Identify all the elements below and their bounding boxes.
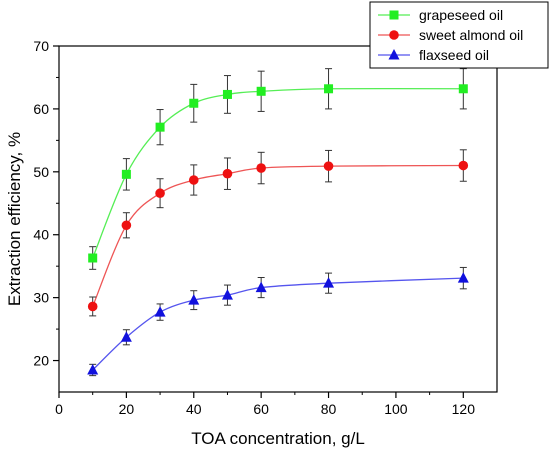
data-point-circle (256, 163, 266, 173)
x-tick-label: 40 (186, 401, 202, 417)
x-tick-label: 100 (384, 401, 408, 417)
x-tick-label: 0 (55, 401, 63, 417)
data-point-square (189, 98, 199, 108)
axes: 0 20 40 60 80 100 120 20 30 40 50 60 70 (33, 38, 475, 417)
data-point-circle (188, 175, 199, 185)
x-tick-label: 120 (452, 401, 476, 417)
y-tick-label: 20 (33, 353, 49, 369)
fit-curves (92, 87, 464, 371)
data-point-square (222, 89, 232, 99)
y-tick-label: 30 (33, 290, 49, 306)
x-tick-label: 60 (253, 401, 269, 417)
x-tick-label: 80 (321, 401, 337, 417)
data-point-circle (87, 301, 98, 312)
legend-label: grapeseed oil (419, 7, 503, 23)
plot-frame (58, 45, 498, 393)
data-point-triangle (120, 331, 132, 342)
plot-border (58, 45, 498, 393)
data-markers (87, 84, 469, 375)
x-axis-title: TOA concentration, g/L (191, 429, 365, 448)
data-point-triangle (457, 272, 469, 283)
data-point-circle (458, 160, 469, 171)
data-point-square (458, 84, 468, 94)
data-point-square (155, 122, 165, 132)
y-tick-label: 50 (33, 164, 49, 180)
legend-marker-circle (389, 30, 399, 40)
data-point-triangle (255, 281, 267, 293)
data-point-circle (121, 220, 132, 231)
fit-curve-2 (92, 277, 464, 371)
data-point-triangle (221, 289, 233, 300)
legend-label: flaxseed oil (419, 47, 489, 63)
data-point-triangle (188, 294, 200, 305)
y-axis-title: Extraction efficiency, % (5, 132, 24, 306)
legend-marker-square (389, 10, 399, 20)
data-point-square (88, 253, 98, 263)
data-point-triangle (154, 306, 166, 317)
y-tick-label: 40 (33, 227, 49, 243)
data-point-triangle (87, 363, 99, 375)
legend: grapeseed oil sweet almond oil flaxseed oi… (369, 1, 549, 69)
data-point-square (324, 84, 334, 94)
y-tick-label: 70 (33, 38, 49, 54)
fit-curve-0 (92, 87, 464, 259)
data-point-circle (323, 161, 334, 171)
legend-label: sweet almond oil (419, 27, 523, 43)
fit-curve-1 (92, 164, 464, 307)
data-point-circle (155, 188, 165, 199)
data-point-square (121, 169, 131, 179)
data-point-triangle (323, 277, 335, 288)
x-tick-label: 20 (119, 401, 135, 417)
y-tick-label: 60 (33, 101, 49, 117)
error-bars (89, 68, 467, 377)
data-point-square (256, 86, 266, 96)
legend-marker-triangle (388, 49, 400, 60)
data-point-circle (222, 168, 233, 179)
